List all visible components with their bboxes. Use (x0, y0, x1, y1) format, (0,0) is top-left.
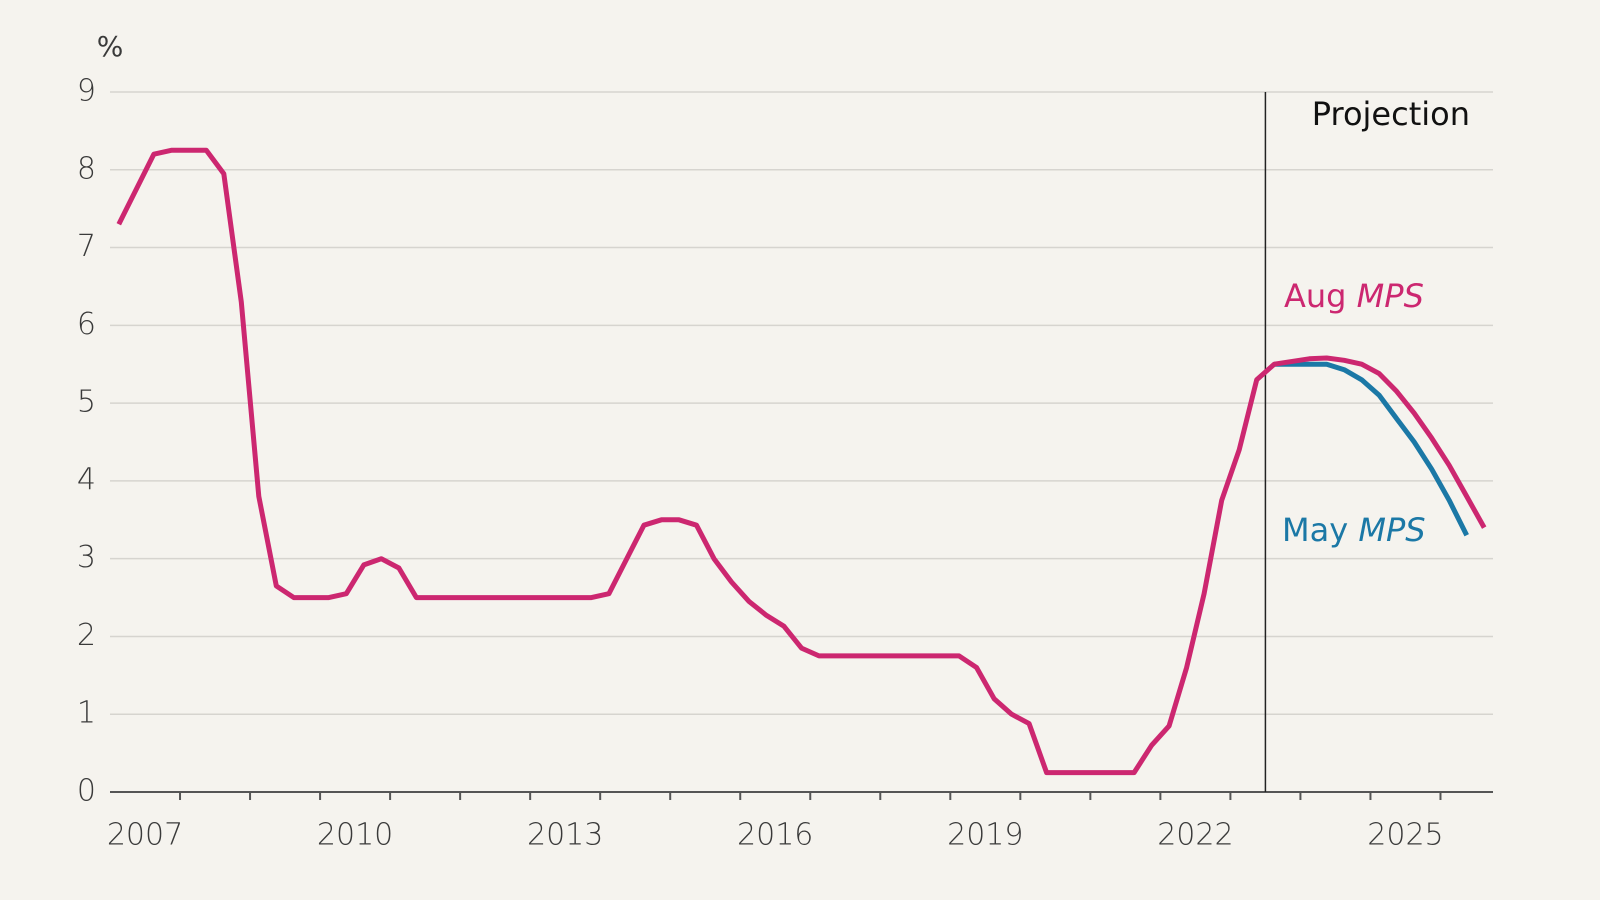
series-label: Aug MPS (1284, 277, 1424, 315)
y-tick-label: 1 (77, 696, 96, 731)
y-tick-label: 6 (77, 307, 96, 342)
y-unit-label: % (97, 30, 124, 63)
y-tick-label: 4 (77, 462, 96, 497)
y-tick-label: 9 (77, 74, 96, 109)
y-tick-label: 2 (77, 618, 96, 653)
series-line (1274, 361, 1469, 537)
x-tick-label: 2007 (107, 818, 183, 853)
y-tick-label: 8 (77, 151, 96, 186)
y-tick-label: 0 (77, 774, 96, 809)
x-tick-label: 2022 (1157, 818, 1233, 853)
x-tick-label: 2010 (317, 818, 393, 853)
y-tick-label: 5 (77, 385, 96, 420)
y-tick-label: 3 (77, 540, 96, 575)
x-tick-label: 2016 (737, 818, 813, 853)
x-tick-label: 2019 (947, 818, 1023, 853)
series-line (116, 147, 1487, 776)
y-tick-label: 7 (77, 229, 96, 264)
x-tick-label: 2013 (527, 818, 603, 853)
projection-label: Projection (1312, 95, 1470, 133)
x-tick-label: 2025 (1367, 818, 1443, 853)
series-label: May MPS (1282, 511, 1426, 549)
